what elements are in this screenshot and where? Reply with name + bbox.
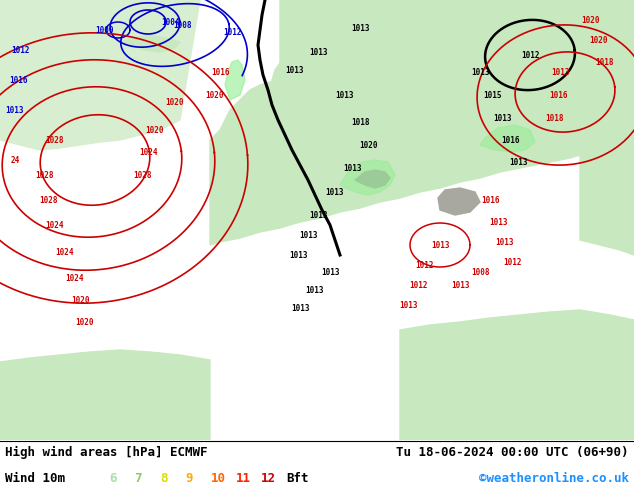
Text: 1018: 1018 bbox=[546, 114, 564, 122]
Polygon shape bbox=[580, 0, 634, 255]
Text: 1004: 1004 bbox=[161, 18, 179, 26]
Text: 1028: 1028 bbox=[133, 171, 152, 179]
Text: 1024: 1024 bbox=[66, 273, 84, 283]
Text: 1016: 1016 bbox=[481, 196, 499, 204]
Text: 1013: 1013 bbox=[336, 91, 354, 99]
Text: 1020: 1020 bbox=[71, 295, 89, 304]
Text: 1018: 1018 bbox=[596, 57, 614, 67]
Text: 10: 10 bbox=[210, 471, 226, 485]
Text: 1013: 1013 bbox=[451, 280, 469, 290]
Text: 1020: 1020 bbox=[589, 35, 607, 45]
Polygon shape bbox=[0, 0, 200, 150]
Text: 1013: 1013 bbox=[309, 211, 327, 220]
Text: 1013: 1013 bbox=[309, 48, 327, 56]
Text: 1013: 1013 bbox=[291, 303, 309, 313]
Text: 1028: 1028 bbox=[39, 196, 57, 204]
Text: 7: 7 bbox=[134, 471, 142, 485]
Text: 1028: 1028 bbox=[36, 171, 55, 179]
Text: 1008: 1008 bbox=[172, 21, 191, 29]
Text: 6: 6 bbox=[109, 471, 117, 485]
Text: 1012: 1012 bbox=[223, 27, 242, 36]
Text: High wind areas [hPa] ECMWF: High wind areas [hPa] ECMWF bbox=[5, 445, 207, 459]
Text: 1013: 1013 bbox=[399, 300, 417, 310]
Text: 1013: 1013 bbox=[6, 105, 24, 115]
Text: Bft: Bft bbox=[287, 471, 309, 485]
Text: 11: 11 bbox=[236, 471, 251, 485]
Text: 1013: 1013 bbox=[343, 164, 361, 172]
Text: 1012: 1012 bbox=[503, 258, 521, 267]
Text: 1016: 1016 bbox=[549, 91, 567, 99]
Text: 1013: 1013 bbox=[306, 286, 324, 294]
Text: 1013: 1013 bbox=[489, 218, 507, 226]
Text: 1012: 1012 bbox=[521, 50, 540, 59]
Polygon shape bbox=[225, 60, 245, 100]
Polygon shape bbox=[280, 0, 634, 148]
Text: 1016: 1016 bbox=[9, 75, 27, 84]
Polygon shape bbox=[480, 125, 535, 152]
Text: Tu 18-06-2024 00:00 UTC (06+90): Tu 18-06-2024 00:00 UTC (06+90) bbox=[396, 445, 629, 459]
Polygon shape bbox=[0, 350, 210, 440]
Text: 1013: 1013 bbox=[471, 68, 489, 76]
Text: 9: 9 bbox=[185, 471, 193, 485]
Text: 1000: 1000 bbox=[96, 25, 114, 34]
Text: 1013: 1013 bbox=[430, 241, 450, 249]
Text: Wind 10m: Wind 10m bbox=[5, 471, 65, 485]
Text: 1016: 1016 bbox=[501, 136, 519, 145]
Text: 12: 12 bbox=[261, 471, 276, 485]
Text: 1013: 1013 bbox=[496, 238, 514, 246]
Text: 1020: 1020 bbox=[359, 141, 377, 149]
Text: 1012: 1012 bbox=[409, 280, 427, 290]
Text: 1012: 1012 bbox=[11, 46, 29, 54]
Text: 1020: 1020 bbox=[146, 125, 164, 134]
Polygon shape bbox=[120, 35, 180, 52]
Text: 1013: 1013 bbox=[551, 68, 569, 76]
Text: 1013: 1013 bbox=[351, 24, 369, 32]
Text: 1020: 1020 bbox=[75, 318, 94, 326]
Text: ©weatheronline.co.uk: ©weatheronline.co.uk bbox=[479, 471, 629, 485]
Polygon shape bbox=[438, 188, 480, 215]
Text: 1028: 1028 bbox=[46, 136, 64, 145]
Text: 1013: 1013 bbox=[321, 268, 339, 276]
Text: 1020: 1020 bbox=[165, 98, 184, 106]
Text: 1016: 1016 bbox=[210, 68, 230, 76]
Text: 1013: 1013 bbox=[299, 230, 317, 240]
Text: 1012: 1012 bbox=[416, 261, 434, 270]
Text: 1013: 1013 bbox=[508, 157, 527, 167]
Text: 1013: 1013 bbox=[288, 250, 307, 260]
Text: 1013: 1013 bbox=[286, 66, 304, 74]
Polygon shape bbox=[340, 160, 395, 195]
Text: 1024: 1024 bbox=[56, 247, 74, 256]
Text: 1008: 1008 bbox=[471, 268, 489, 276]
Polygon shape bbox=[400, 310, 634, 440]
Text: 1018: 1018 bbox=[351, 118, 369, 126]
Text: 1024: 1024 bbox=[139, 147, 157, 156]
Text: 1020: 1020 bbox=[581, 16, 599, 24]
Text: 8: 8 bbox=[160, 471, 167, 485]
Polygon shape bbox=[355, 170, 390, 188]
Text: 24: 24 bbox=[10, 155, 20, 165]
Text: 1015: 1015 bbox=[482, 91, 501, 99]
Text: 1024: 1024 bbox=[46, 220, 64, 229]
Polygon shape bbox=[272, 55, 295, 85]
Text: 1013: 1013 bbox=[326, 188, 344, 196]
Text: 1020: 1020 bbox=[206, 91, 224, 99]
Polygon shape bbox=[210, 0, 634, 245]
Text: 1013: 1013 bbox=[493, 114, 511, 122]
